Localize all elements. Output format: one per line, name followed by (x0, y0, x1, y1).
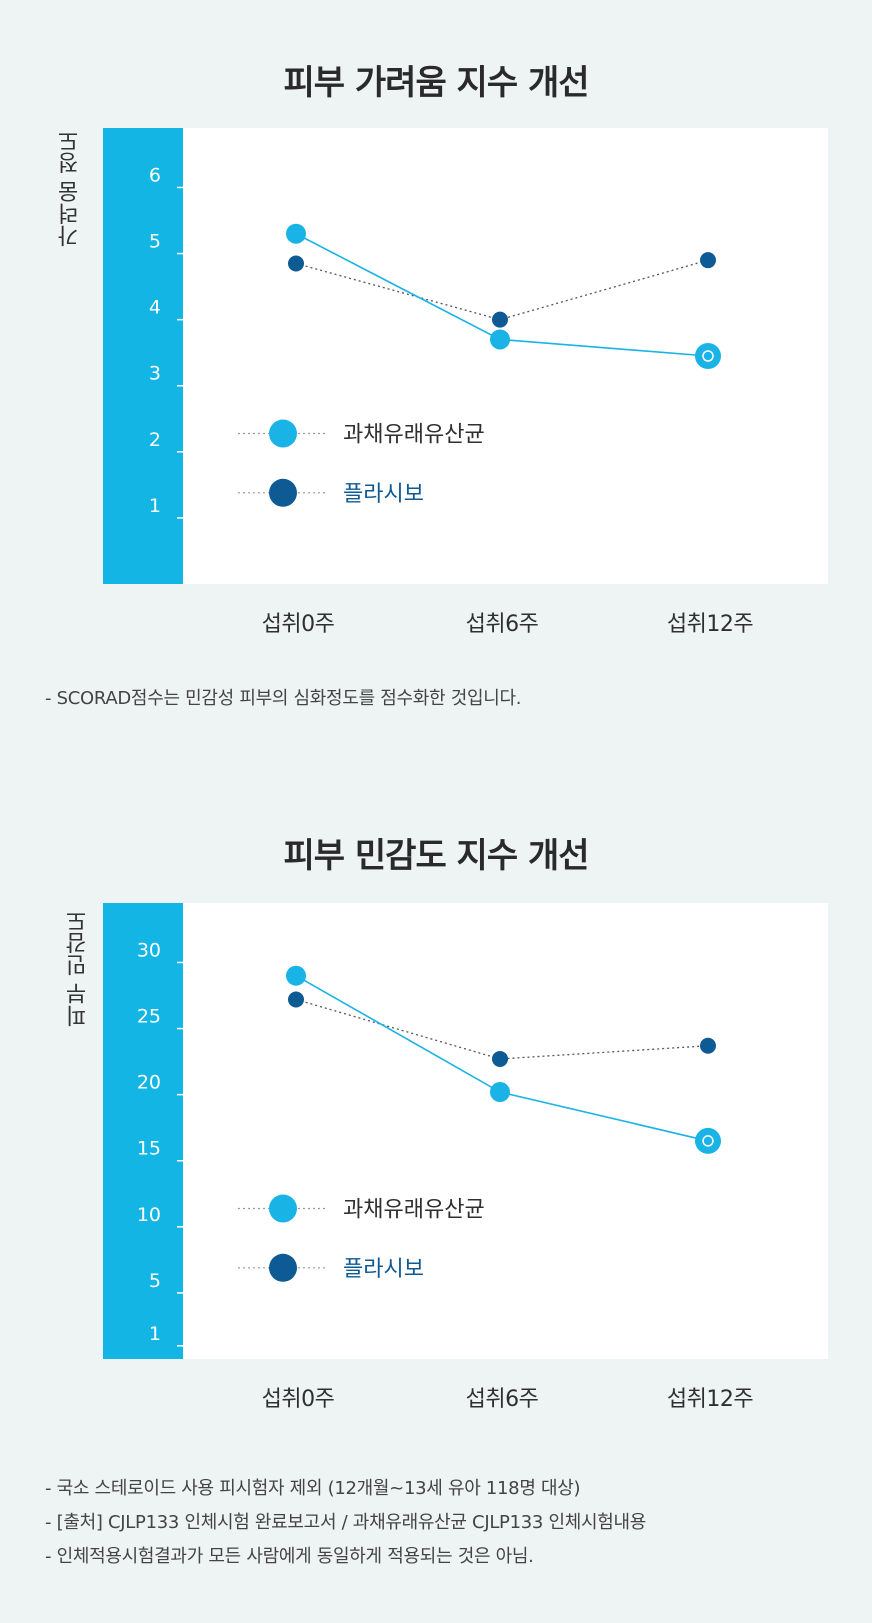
chart-title: 피부 가려움 지수 개선 (283, 63, 589, 103)
data-point-placebo (492, 311, 508, 328)
x-tick-label: 섭취0주 (261, 612, 335, 637)
y-axis-label: 가려움 정도 (58, 130, 83, 247)
x-tick-label: 섭취12주 (666, 612, 754, 637)
legend-marker (269, 419, 297, 448)
footnote: - 국소 스테로이드 사용 피시험자 제외 (12개월~13세 유아 118명 … (45, 1478, 581, 1499)
y-tick-label: 2 (149, 429, 161, 451)
data-point-placebo (492, 1050, 508, 1067)
legend-marker (269, 1194, 297, 1223)
legend-label: 플라시보 (343, 1257, 424, 1282)
x-tick-label: 섭취0주 (261, 1387, 335, 1412)
y-tick-label: 15 (137, 1138, 161, 1160)
footnote: - 인체적용시험결과가 모든 사람에게 동일하게 적용되는 것은 아님. (45, 1546, 534, 1567)
data-point-probiotic (286, 223, 306, 244)
series-line-placebo (295, 259, 709, 321)
legend-label: 과채유래유산균 (343, 423, 485, 448)
x-tick-label: 섭취6주 (465, 1387, 539, 1412)
data-point-probiotic (490, 329, 510, 350)
legend-label: 플라시보 (343, 482, 424, 507)
data-point-probiotic (286, 965, 306, 986)
y-axis-band (103, 128, 183, 584)
data-point-placebo (288, 991, 304, 1008)
y-tick-label: 30 (137, 939, 161, 961)
y-axis-band (103, 903, 183, 1359)
y-tick-label: 4 (149, 297, 161, 319)
y-tick-label: 1 (149, 495, 161, 517)
data-point-highlight-ring (702, 350, 714, 362)
y-axis-label: 피부 민감도 (66, 910, 91, 1027)
data-point-probiotic (695, 1127, 721, 1154)
data-point-probiotic (490, 1082, 510, 1103)
chart-title: 피부 민감도 지수 개선 (283, 836, 589, 876)
y-tick-label: 5 (149, 231, 161, 253)
y-tick-label: 10 (137, 1204, 161, 1226)
legend-marker (269, 1253, 297, 1282)
x-tick-label: 섭취6주 (465, 612, 539, 637)
y-tick-label: 1 (149, 1323, 161, 1345)
data-point-probiotic (695, 343, 721, 369)
data-point-placebo (700, 252, 716, 269)
data-point-highlight-ring (702, 1135, 714, 1147)
series-line-placebo (295, 998, 709, 1060)
data-point-placebo (700, 1037, 716, 1054)
data-point-placebo (288, 255, 304, 272)
y-tick-label: 20 (137, 1072, 161, 1094)
legend-marker (269, 478, 297, 507)
y-tick-label: 25 (137, 1006, 161, 1028)
x-tick-label: 섭취12주 (666, 1387, 754, 1412)
legend-label: 과채유래유산균 (343, 1198, 485, 1223)
y-tick-label: 3 (149, 363, 161, 385)
footnote: - SCORAD점수는 민감성 피부의 심화정도를 점수화한 것입니다. (45, 688, 522, 709)
y-tick-label: 5 (149, 1270, 161, 1292)
footnote: - [출처] CJLP133 인체시험 완료보고서 / 과채유래유산균 CJLP… (45, 1512, 647, 1533)
y-tick-label: 6 (149, 164, 161, 186)
